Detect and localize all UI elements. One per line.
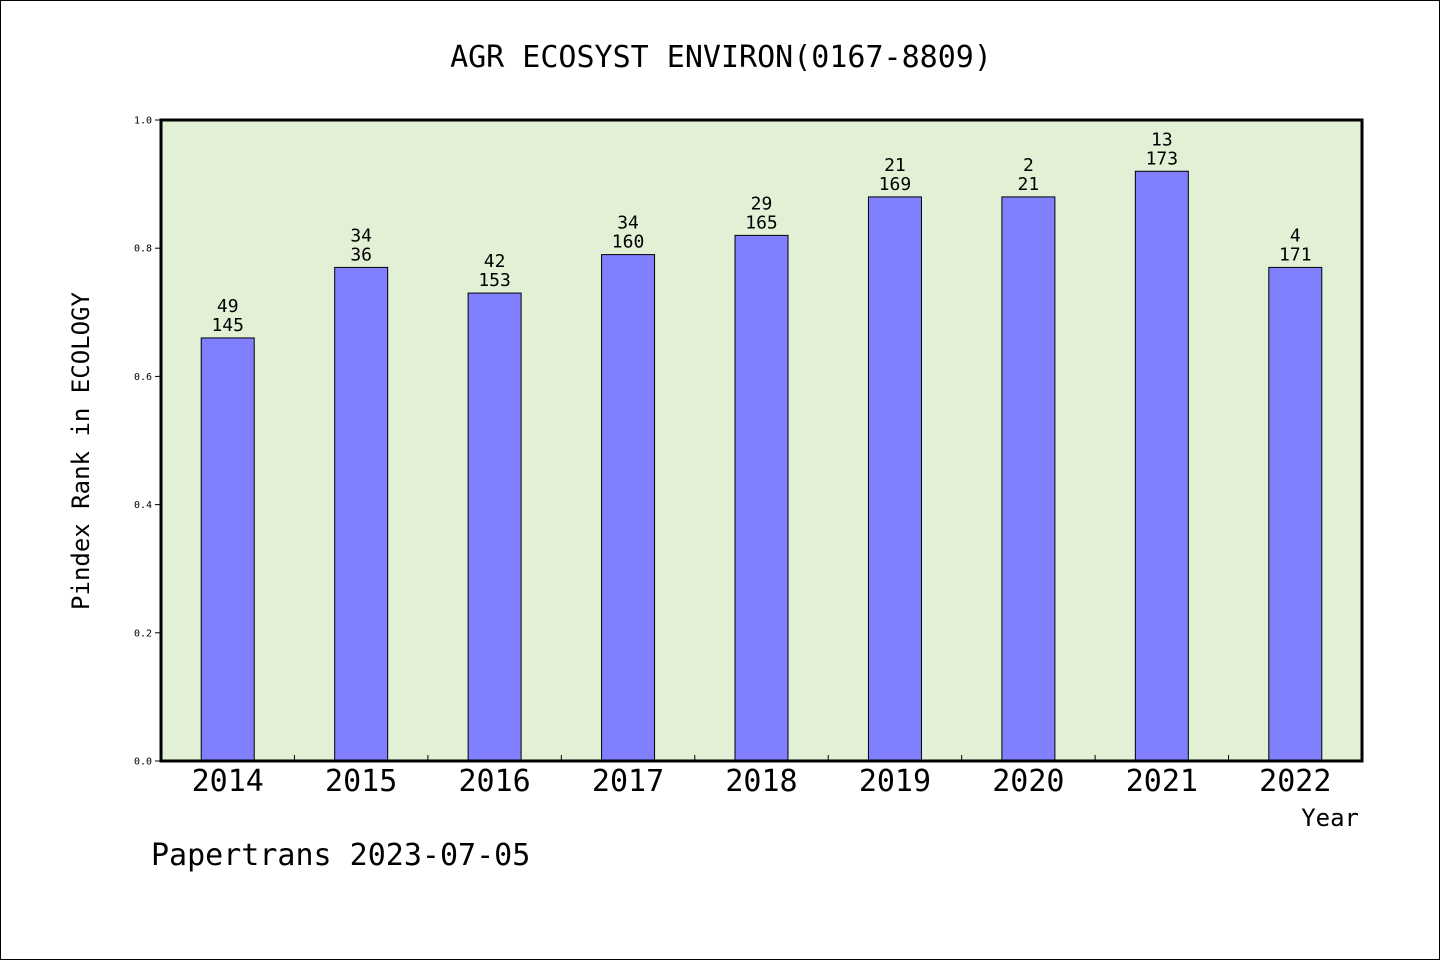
bar-label-top: 13 xyxy=(1151,129,1173,150)
bar xyxy=(200,337,255,762)
bar-label-bottom: 165 xyxy=(745,212,778,233)
x-tick-label: 2016 xyxy=(458,764,530,799)
bar-label-bottom: 173 xyxy=(1146,148,1179,169)
y-tick-label: 1.0 xyxy=(134,116,152,127)
footer-credit: Papertrans 2023-07-05 xyxy=(151,838,530,873)
bar-label-bottom: 171 xyxy=(1279,244,1312,265)
bar-label-top: 49 xyxy=(217,296,239,317)
bar-label-bottom: 21 xyxy=(1018,174,1040,195)
x-tick-label: 2022 xyxy=(1259,764,1331,799)
bar-label-bottom: 145 xyxy=(211,315,244,336)
x-axis: 2014 2015 2016 2017 2018 2019 2020 2021 2022 xyxy=(192,755,1331,799)
y-tick-label: 0.0 xyxy=(134,757,152,768)
plot-border xyxy=(159,118,1364,763)
bar-label-bottom: 153 xyxy=(478,270,511,291)
y-axis-label: Pindex Rank in ECOLOGY xyxy=(67,292,95,610)
bar-label-top: 29 xyxy=(751,193,773,214)
chart-title: AGR ECOSYST ENVIRON(0167-8809) xyxy=(450,40,992,75)
bar xyxy=(1268,266,1323,762)
bar xyxy=(1001,196,1056,762)
x-tick-label: 2018 xyxy=(725,764,797,799)
x-tick-label: 2015 xyxy=(325,764,397,799)
bar-label-top: 42 xyxy=(484,251,506,272)
x-tick-label: 2020 xyxy=(992,764,1064,799)
bar xyxy=(601,254,656,762)
x-tick-label: 2021 xyxy=(1126,764,1198,799)
bar xyxy=(867,196,922,762)
bar-label-bottom: 169 xyxy=(879,174,912,195)
y-axis: 0.0 0.2 0.4 0.6 0.8 1.0 xyxy=(134,116,161,768)
bar-label-top: 34 xyxy=(617,213,639,234)
y-tick-label: 0.6 xyxy=(134,372,152,383)
bar-label-bottom: 36 xyxy=(350,244,372,265)
x-axis-label: Year xyxy=(1301,804,1359,832)
bar-label-top: 34 xyxy=(350,225,372,246)
x-tick-label: 2017 xyxy=(592,764,664,799)
x-tick-label: 2014 xyxy=(192,764,264,799)
x-tick-label: 2019 xyxy=(859,764,931,799)
bar-label-top: 2 xyxy=(1023,155,1034,176)
bar xyxy=(334,266,389,762)
bar xyxy=(467,292,522,762)
y-tick-label: 0.8 xyxy=(134,244,152,255)
bar-label-top: 4 xyxy=(1290,225,1301,246)
bar xyxy=(734,234,789,762)
y-tick-label: 0.2 xyxy=(134,628,152,639)
bar-label-top: 21 xyxy=(884,155,906,176)
bar xyxy=(1134,170,1189,762)
bar-label-bottom: 160 xyxy=(612,232,645,253)
y-tick-label: 0.4 xyxy=(134,500,152,511)
